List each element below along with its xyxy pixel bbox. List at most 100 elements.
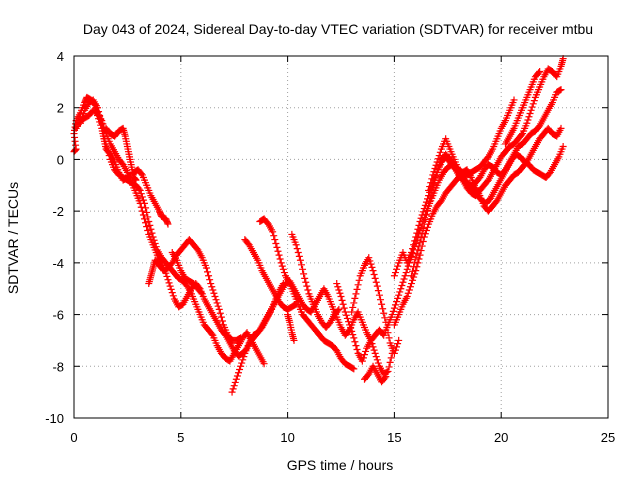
data-point [368,340,376,348]
data-point [379,305,387,313]
data-series [348,254,403,357]
data-point [372,353,380,361]
data-point [100,130,108,138]
data-point [163,272,171,280]
data-point [140,199,148,207]
y-tick-label: -2 [52,204,64,219]
data-point [417,247,425,255]
data-point [526,110,534,118]
data-point [409,245,417,253]
x-tick-label: 15 [387,430,401,445]
data-point [275,251,283,259]
data-series [228,280,287,396]
data-point [397,285,405,293]
data-point [383,368,391,376]
data-point [339,300,347,308]
y-axis-label: SDTVAR / TECUs [5,182,21,294]
data-point [433,158,441,166]
data-point [557,124,565,132]
x-tick-label: 25 [601,430,615,445]
x-tick-label: 0 [70,430,77,445]
data-point [355,276,363,284]
data-point [209,286,217,294]
data-point [353,345,361,353]
data-point [430,180,438,188]
data-point [415,255,423,263]
data-point [432,172,440,180]
data-point [536,68,544,76]
data-point [137,170,145,178]
data-point [236,366,244,374]
data-point [343,314,351,322]
data-point [278,262,286,270]
data-point [334,307,342,315]
data-series [501,68,544,148]
data-series [168,249,206,298]
data-point [390,304,398,312]
data-point [403,265,411,273]
data-point [378,300,386,308]
data-point [277,259,285,267]
data-point [393,265,401,273]
data-point [169,292,177,300]
data-point [240,353,248,361]
y-tick-label: 2 [57,101,64,116]
data-point [391,301,399,309]
data-point [418,229,426,237]
data-point [152,243,160,251]
data-point [333,280,341,288]
data-point [414,225,422,233]
data-point [93,104,101,112]
data-point [279,265,287,273]
data-point [436,159,444,167]
data-point [530,97,538,105]
data-point [279,280,287,288]
data-point [168,289,176,297]
data-point [368,263,376,271]
data-point [404,289,412,297]
data-point [212,296,220,304]
data-point [403,292,411,300]
data-point [236,334,244,342]
data-point [529,100,537,108]
data-point [394,340,402,348]
data-point [419,208,427,216]
data-point [372,278,380,286]
data-point [232,375,240,383]
data-point [301,274,309,282]
data-point [390,272,398,280]
data-point [335,305,343,313]
data-point [393,298,401,306]
data-point [406,283,414,291]
data-point [213,299,221,307]
data-point [342,311,350,319]
data-point [383,324,391,331]
data-point [405,286,413,294]
data-point [300,270,308,278]
data-point [304,286,312,294]
data-point [360,351,368,359]
data-point [421,230,429,238]
data-point [390,349,398,357]
y-tick-label: -10 [45,411,64,426]
data-point [79,113,87,121]
data-point [280,269,288,277]
data-series [360,362,390,386]
data-point [272,239,280,247]
data-point [421,201,429,209]
data-point [374,359,382,367]
data-point [80,110,88,118]
data-point [214,302,222,310]
data-point [142,219,150,227]
data-point [358,357,366,365]
data-point [354,281,362,289]
data-point [407,272,415,280]
data-point [143,208,151,216]
data-point [166,282,174,290]
data-point [271,236,279,244]
data-point [431,164,439,172]
data-series [288,230,343,331]
data-point [401,272,409,280]
data-point [414,259,422,267]
